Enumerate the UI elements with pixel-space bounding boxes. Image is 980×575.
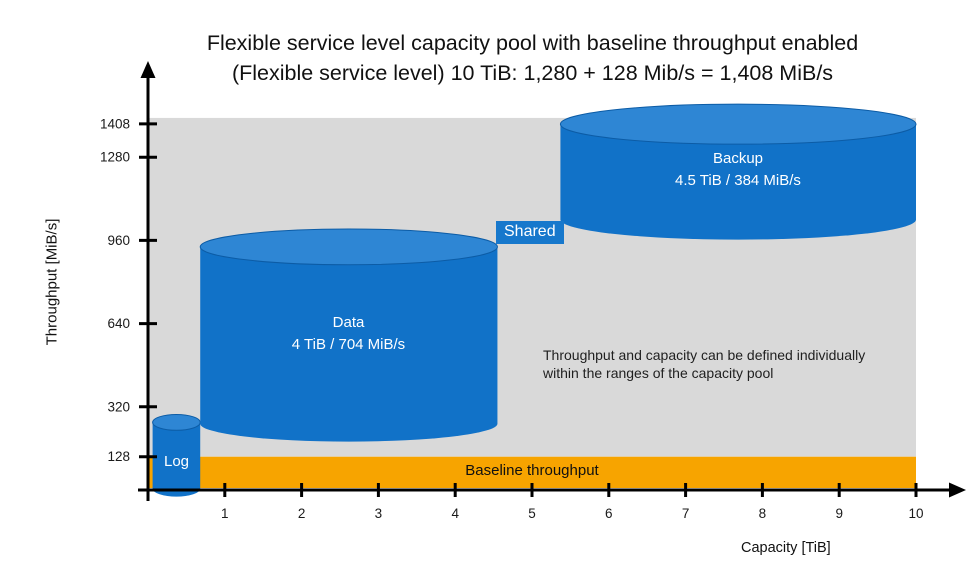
x-tick-label: 5 [528, 506, 536, 521]
baseline-throughput-label: Baseline throughput [465, 462, 599, 479]
volume-label-log: Log [163, 453, 190, 470]
volume-name: Backup [712, 150, 764, 167]
volume-cylinder-data [199, 228, 498, 442]
y-tick-label: 960 [107, 233, 130, 248]
y-tick-label: 640 [107, 316, 130, 331]
baseline-band [148, 456, 916, 488]
x-tick-label: 10 [908, 506, 923, 521]
chart-title: Flexible service level capacity pool wit… [95, 28, 970, 88]
volume-spec: 4 TiB / 704 MiB/s [291, 336, 406, 353]
x-axis-label: Capacity [TiB] [741, 540, 831, 556]
x-axis-arrow [949, 482, 966, 498]
x-tick-label: 6 [605, 506, 613, 521]
chart-title-line1: Flexible service level capacity pool wit… [206, 31, 859, 55]
y-tick-label: 320 [107, 399, 130, 414]
volume-cylinder-log [152, 413, 201, 497]
y-axis-arrow [140, 61, 156, 78]
cylinder-body [200, 246, 498, 442]
volume-name: Data [332, 314, 365, 331]
cylinder-body [152, 422, 201, 497]
volume-label-backup: Backup 4.5 TiB / 384 MiB/s [560, 148, 916, 192]
x-tick-label: 3 [375, 506, 383, 521]
cylinder-body [560, 124, 916, 240]
y-tick-label: 128 [107, 449, 130, 464]
x-tick-label: 1 [221, 506, 229, 521]
x-tick-label: 7 [682, 506, 690, 521]
y-axis-label: Throughput [MiB/s] [43, 218, 61, 346]
cylinder-top [199, 228, 498, 266]
x-tick-label: 2 [298, 506, 306, 521]
cylinder-top [559, 103, 917, 145]
x-tick-label: 9 [835, 506, 843, 521]
shared-badge: Shared [496, 221, 564, 244]
x-tick-label: 8 [759, 506, 767, 521]
y-tick-label: 1408 [100, 116, 130, 131]
chart-title-line2: (Flexible service level) 10 TiB: 1,280 +… [231, 61, 834, 85]
x-tick-label: 4 [451, 506, 459, 521]
cylinder-top [152, 413, 201, 431]
volume-spec: 4.5 TiB / 384 MiB/s [675, 172, 801, 189]
volume-cylinder-backup [559, 103, 917, 240]
volume-label-data: Data 4 TiB / 704 MiB/s [200, 312, 497, 356]
pool-note: Throughput and capacity can be defined i… [543, 347, 866, 382]
y-tick-label: 1280 [100, 150, 130, 165]
